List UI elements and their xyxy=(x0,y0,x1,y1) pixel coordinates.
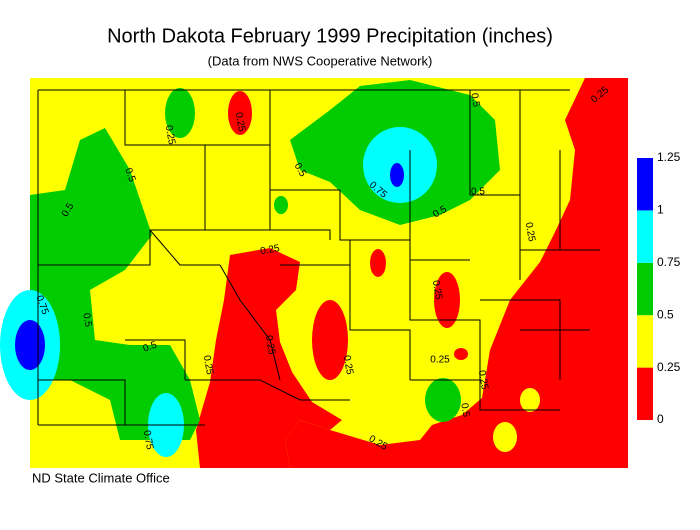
contour-label: 0.25 xyxy=(233,111,247,133)
region-green xyxy=(165,88,195,138)
legend-tick-label: 0.5 xyxy=(657,307,674,321)
contour-label: 0.25 xyxy=(430,355,450,366)
region-yellow xyxy=(520,388,540,412)
legend-swatch xyxy=(637,262,653,316)
subtitle: (Data from NWS Cooperative Network) xyxy=(208,53,433,68)
contour-label: 0.5 xyxy=(471,187,485,198)
contour-label: 0.5 xyxy=(458,402,471,418)
contour-label: 0.25 xyxy=(523,221,537,243)
region-blue xyxy=(15,320,45,370)
legend-swatch xyxy=(637,367,653,420)
contour-label: 0.5 xyxy=(142,339,159,354)
contour-label: 0.25 xyxy=(259,243,281,257)
region-red-southwest xyxy=(196,248,342,468)
region-red xyxy=(454,348,468,360)
region-red xyxy=(434,272,460,328)
contour-label: 0.5 xyxy=(122,167,137,184)
contour-label: 0.25 xyxy=(201,354,215,376)
region-yellow xyxy=(493,422,517,452)
contour-label: 0.5 xyxy=(80,312,93,328)
legend-swatch xyxy=(637,315,653,368)
legend-tick-label: 1.25 xyxy=(657,150,681,164)
legend-swatch xyxy=(637,210,653,263)
title: North Dakota February 1999 Precipitation… xyxy=(107,25,553,47)
region-green xyxy=(425,378,461,422)
map: 0.5 0.25 0.5 0.5 0.5 0.75 0.5 0.5 0.25 0.25 0.25 0.… xyxy=(0,78,628,468)
region-green xyxy=(274,196,288,214)
region-red xyxy=(370,249,386,277)
contour-label: 0.25 xyxy=(163,124,177,146)
contour-label: 0.25 xyxy=(263,334,277,356)
region-red xyxy=(312,300,348,380)
county-lines xyxy=(37,89,600,426)
region-blue xyxy=(390,163,404,187)
contour-label: 0.25 xyxy=(341,354,355,376)
legend-tick-label: 0 xyxy=(657,412,664,426)
region-green-west xyxy=(30,128,200,440)
legend-tick-label: 0.25 xyxy=(657,360,681,374)
contour-label: 0.25 xyxy=(430,279,444,301)
region-red xyxy=(228,91,252,135)
legend-tick-label: 1 xyxy=(657,203,664,217)
legend-tick-label: 0.75 xyxy=(657,255,681,269)
contour-label: 0.25 xyxy=(476,369,490,391)
region-red-east xyxy=(285,78,628,468)
legend-swatch xyxy=(637,158,653,211)
contour-label: 0.5 xyxy=(468,92,481,108)
contour-label: 0.75 xyxy=(141,429,155,451)
credit: ND State Climate Office xyxy=(32,470,170,485)
